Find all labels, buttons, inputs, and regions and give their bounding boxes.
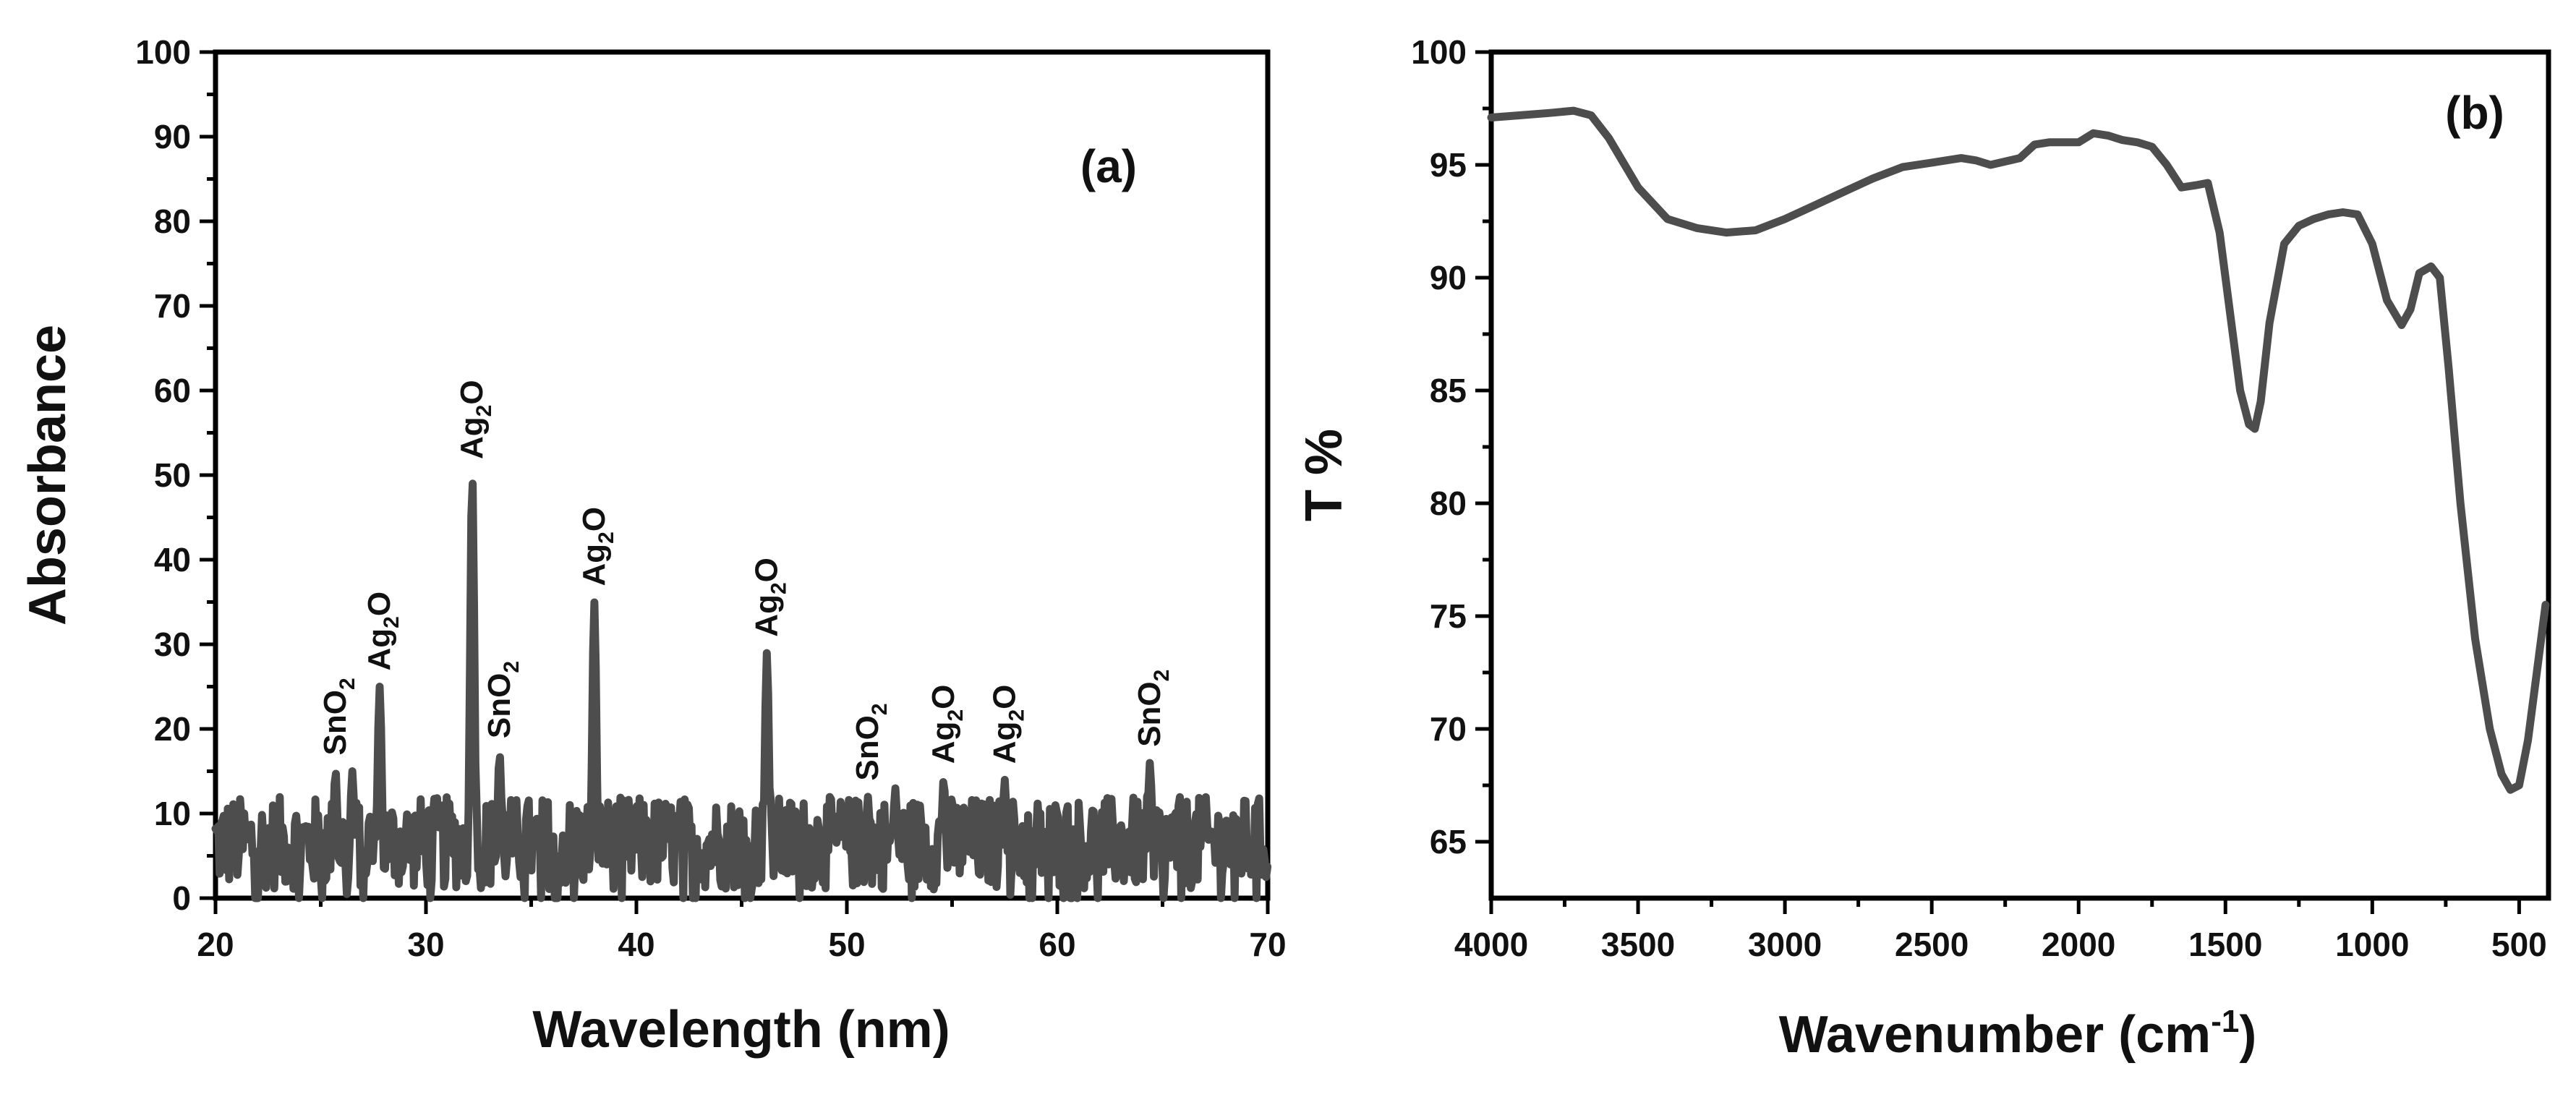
y-axis-title-b: T % [1295, 429, 1353, 521]
x-tick-label-a: 40 [618, 926, 654, 963]
peak-label: SnO2 [317, 678, 359, 755]
x-axis-title-b-main: Wavenumber (cm [1779, 1006, 2211, 1064]
peak-label: SnO2 [1132, 670, 1174, 747]
peak-label: Ag2O [749, 558, 790, 637]
peak-label: SnO2 [482, 661, 524, 738]
y-tick-label-a: 20 [154, 710, 191, 748]
x-tick-label-a: 50 [828, 926, 865, 963]
y-tick-label-b: 95 [1430, 146, 1467, 184]
panel-label-b: (b) [2445, 87, 2504, 139]
peak-label: Ag2O [926, 685, 968, 764]
y-tick-label-a: 70 [154, 287, 191, 325]
x-axis-title-b-sup: -1 [2211, 1004, 2239, 1039]
y-tick-label-a: 0 [172, 879, 191, 917]
x-tick-label-b: 3500 [1601, 926, 1675, 963]
y-tick-label-a: 10 [154, 795, 191, 832]
peak-label: SnO2 [850, 703, 892, 780]
x-tick-label-b: 3000 [1748, 926, 1822, 963]
panel-label-a: (a) [1080, 140, 1137, 192]
peak-label: Ag2O [362, 592, 404, 671]
y-tick-label-a: 50 [154, 456, 191, 494]
x-axis-title-b: Wavenumber (cm-1) [1779, 1004, 2257, 1064]
plot-frame-b [1488, 49, 2551, 901]
x-axis-title-a: Wavelength (nm) [532, 1001, 950, 1059]
x-tick-label-b: 1500 [2188, 926, 2262, 963]
y-tick-label-a: 60 [154, 372, 191, 409]
y-tick-label-b: 100 [1411, 33, 1467, 71]
y-tick-label-a: 30 [154, 626, 191, 663]
y-tick-label-b: 90 [1430, 259, 1467, 296]
y-tick-label-a: 90 [154, 118, 191, 155]
y-axis-title-a: Absorbance [19, 325, 77, 626]
peak-label: Ag2O [576, 507, 618, 586]
panel-b: 4000 3500 3000 2500 2000 1500 1000 500 65 70 75 80 8… [1295, 33, 2551, 1064]
y-tick-label-a: 100 [135, 33, 191, 71]
x-tick-label-a: 60 [1038, 926, 1075, 963]
x-tick-label-b: 500 [2491, 926, 2547, 963]
y-tick-label-b: 65 [1430, 823, 1467, 861]
x-tick-label-a: 70 [1249, 926, 1286, 963]
x-axis-title-b-close: ) [2239, 1006, 2256, 1064]
y-tick-label-a: 40 [154, 541, 191, 579]
x-tick-label-b: 4000 [1454, 926, 1528, 963]
y-tick-label-b: 85 [1430, 372, 1467, 409]
y-tick-label-b: 70 [1430, 710, 1467, 748]
peak-label: Ag2O [454, 380, 496, 459]
transmittance-series [1487, 106, 2550, 794]
x-tick-label-a: 30 [407, 926, 444, 963]
y-tick-label-b: 75 [1430, 597, 1467, 635]
x-tick-label-b: 2500 [1895, 926, 1969, 963]
y-tick-label-a: 80 [154, 202, 191, 240]
axis-ticks-a: 20 30 40 50 60 70 0 10 20 30 40 50 60 70 80 90 100 [135, 33, 1286, 963]
x-tick-label-a: 20 [197, 926, 234, 963]
absorbance-series [211, 479, 1272, 902]
y-tick-label-b: 80 [1430, 485, 1467, 522]
x-tick-label-b: 1000 [2335, 926, 2409, 963]
x-tick-label-b: 2000 [2042, 926, 2115, 963]
axis-ticks-b: 4000 3500 3000 2500 2000 1500 1000 500 65 70 75 80 8… [1411, 33, 2547, 963]
peak-label: Ag2O [986, 685, 1028, 764]
